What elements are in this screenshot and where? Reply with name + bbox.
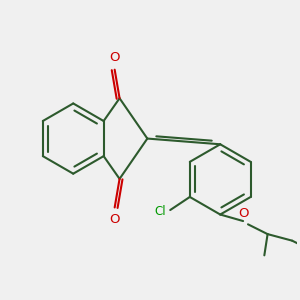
Text: O: O xyxy=(110,213,120,226)
Text: Cl: Cl xyxy=(154,205,166,218)
Text: O: O xyxy=(238,207,248,220)
Text: O: O xyxy=(110,51,120,64)
